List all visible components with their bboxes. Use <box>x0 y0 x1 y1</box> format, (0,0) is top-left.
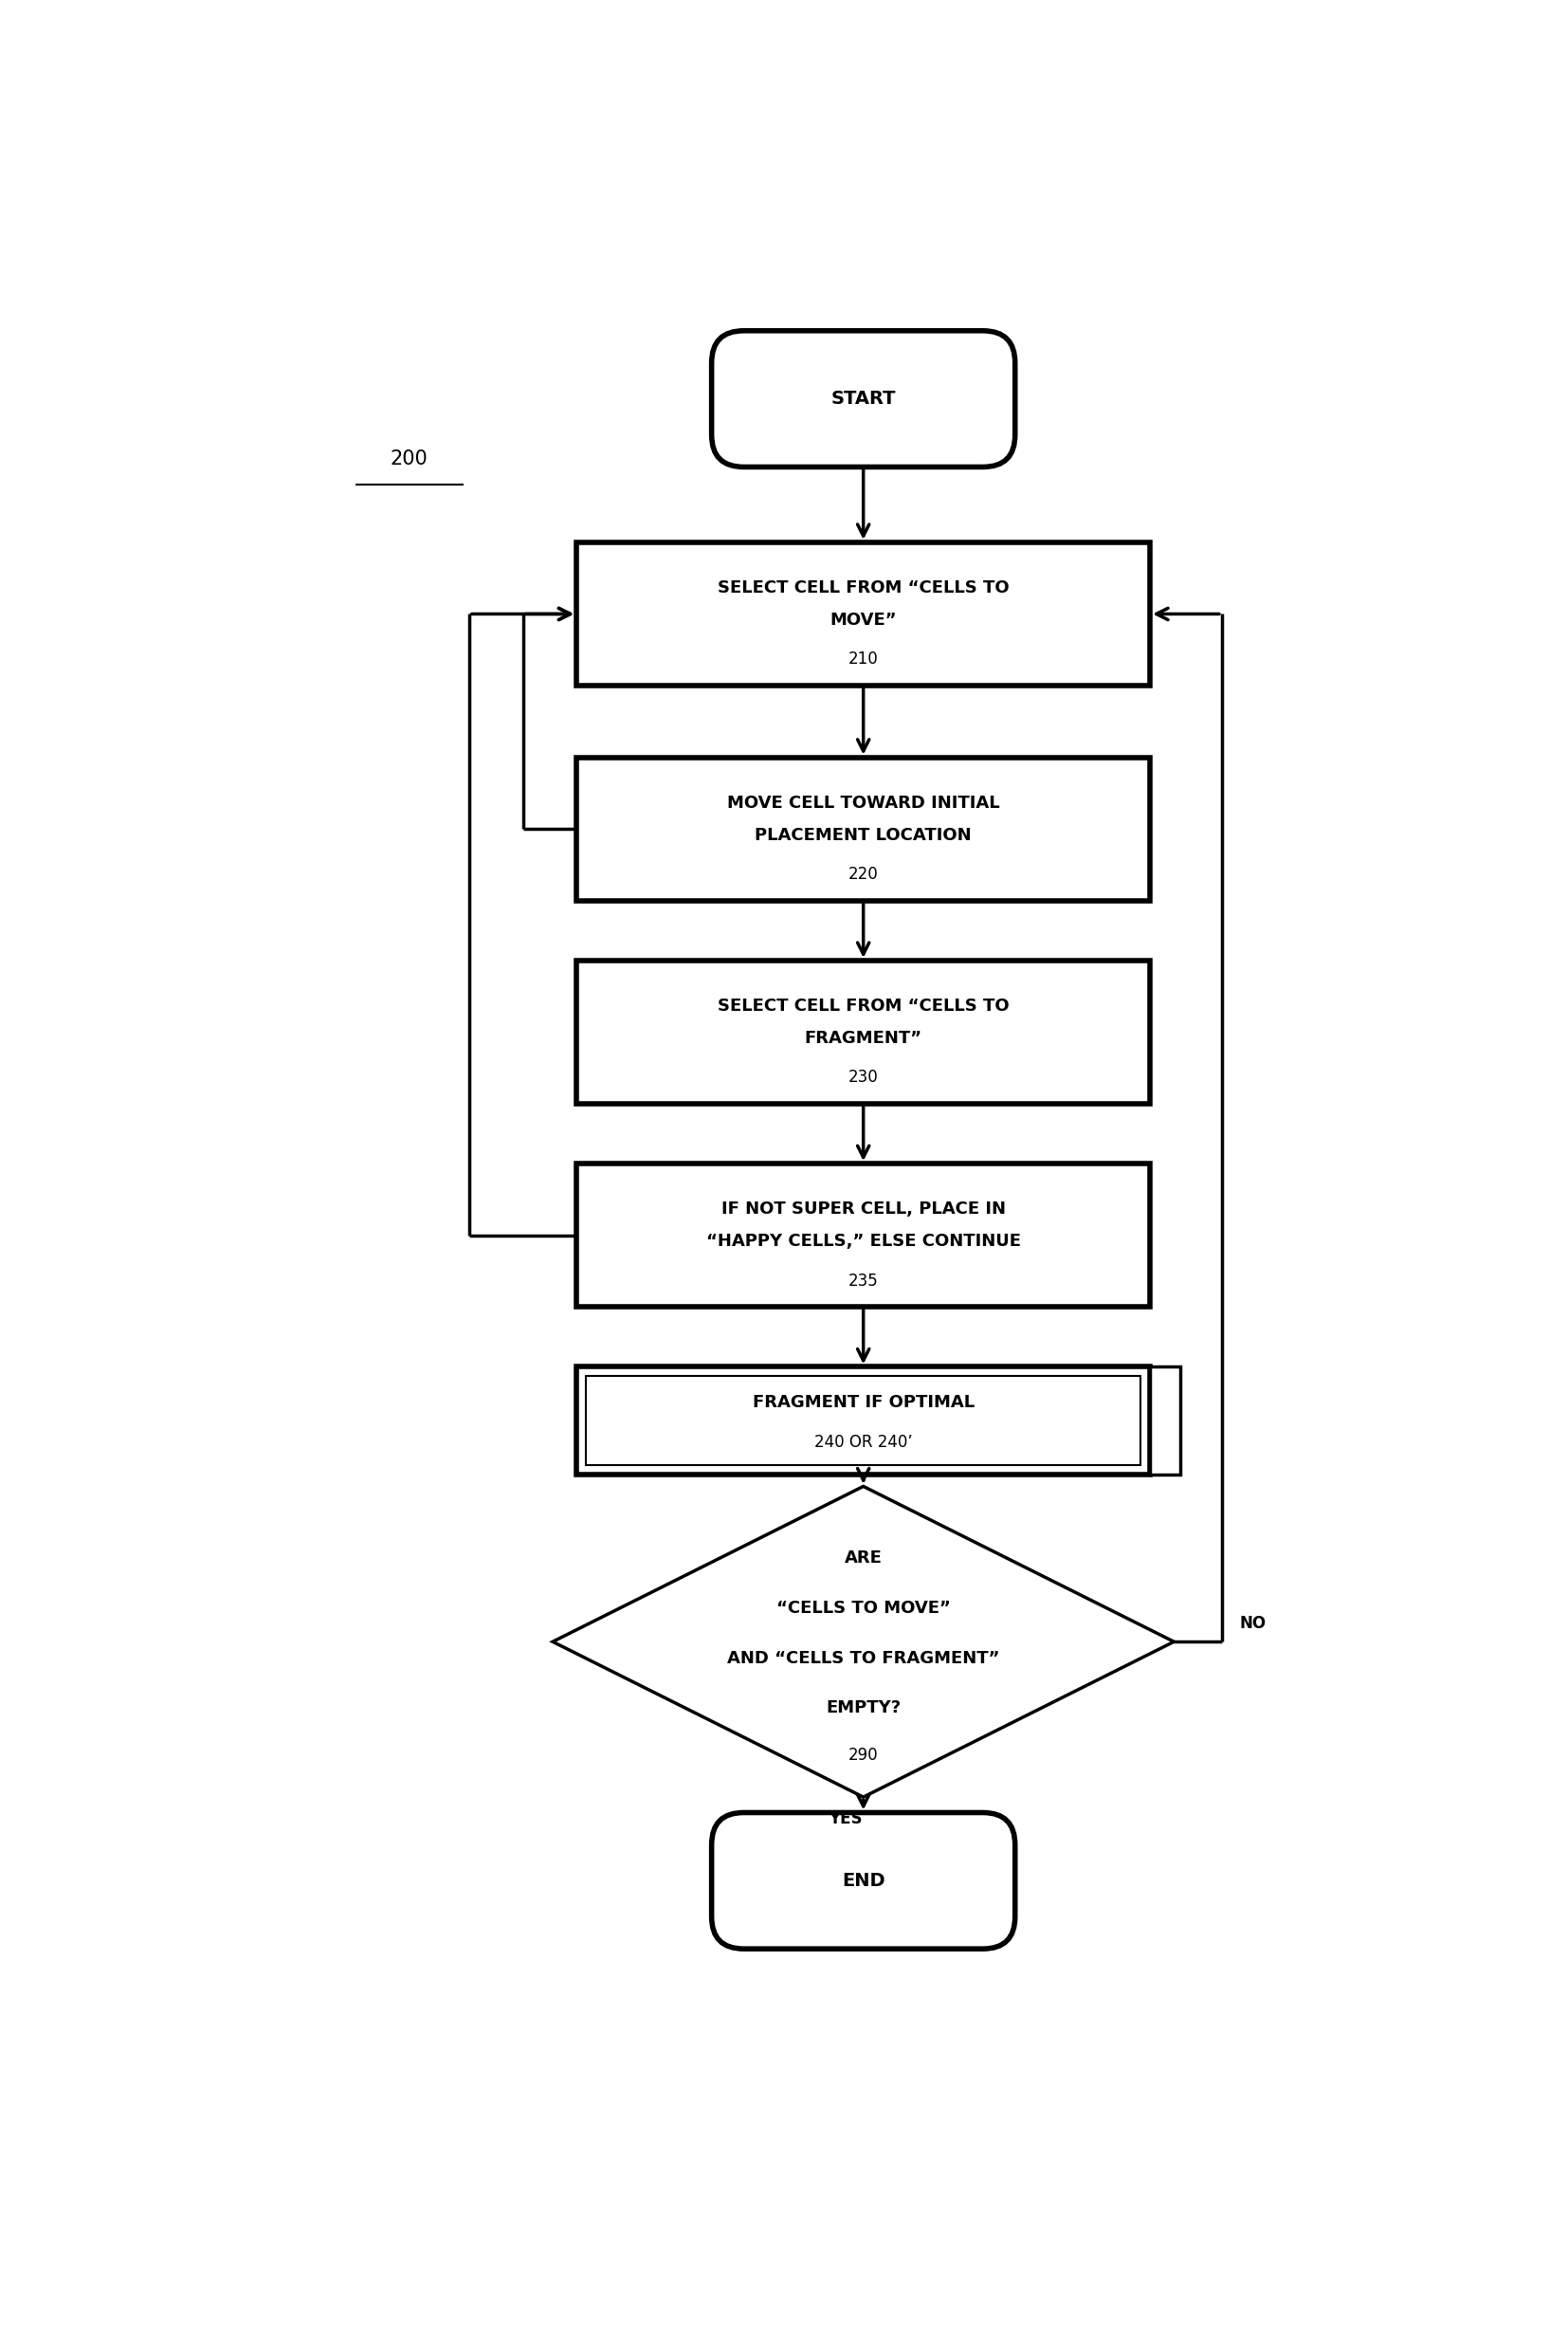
Bar <box>577 542 1149 687</box>
Text: SELECT CELL FROM “CELLS TO: SELECT CELL FROM “CELLS TO <box>718 580 1010 596</box>
Text: NO: NO <box>1240 1616 1267 1632</box>
Text: 210: 210 <box>848 652 878 668</box>
Bar <box>577 961 1149 1103</box>
Text: MOVE”: MOVE” <box>829 612 897 629</box>
Bar <box>577 757 1149 901</box>
Text: 240 OR 240’: 240 OR 240’ <box>814 1434 913 1450</box>
Bar <box>586 1376 1140 1464</box>
FancyBboxPatch shape <box>712 331 1014 468</box>
Text: IF NOT SUPER CELL, PLACE IN: IF NOT SUPER CELL, PLACE IN <box>721 1201 1005 1218</box>
Text: “HAPPY CELLS,” ELSE CONTINUE: “HAPPY CELLS,” ELSE CONTINUE <box>706 1234 1021 1250</box>
Bar <box>577 1367 1149 1474</box>
Bar <box>577 1164 1149 1306</box>
Text: 290: 290 <box>848 1746 878 1765</box>
Text: “CELLS TO MOVE”: “CELLS TO MOVE” <box>776 1599 950 1616</box>
Text: END: END <box>842 1872 884 1890</box>
Text: FRAGMENT IF OPTIMAL: FRAGMENT IF OPTIMAL <box>753 1394 974 1411</box>
Text: 220: 220 <box>848 866 878 882</box>
Text: 230: 230 <box>848 1069 878 1087</box>
Text: MOVE CELL TOWARD INITIAL: MOVE CELL TOWARD INITIAL <box>728 794 1000 812</box>
Text: SELECT CELL FROM “CELLS TO: SELECT CELL FROM “CELLS TO <box>718 996 1010 1015</box>
Text: YES: YES <box>828 1811 862 1827</box>
Text: PLACEMENT LOCATION: PLACEMENT LOCATION <box>754 826 972 843</box>
Text: FRAGMENT”: FRAGMENT” <box>804 1029 922 1048</box>
Text: ARE: ARE <box>845 1550 883 1567</box>
Bar <box>1149 1367 1181 1474</box>
Text: EMPTY?: EMPTY? <box>826 1699 902 1716</box>
Text: AND “CELLS TO FRAGMENT”: AND “CELLS TO FRAGMENT” <box>728 1651 1000 1667</box>
Text: 235: 235 <box>848 1273 878 1290</box>
Text: START: START <box>831 389 895 407</box>
Text: 200: 200 <box>390 449 428 468</box>
Polygon shape <box>552 1485 1174 1797</box>
FancyBboxPatch shape <box>712 1814 1014 1949</box>
